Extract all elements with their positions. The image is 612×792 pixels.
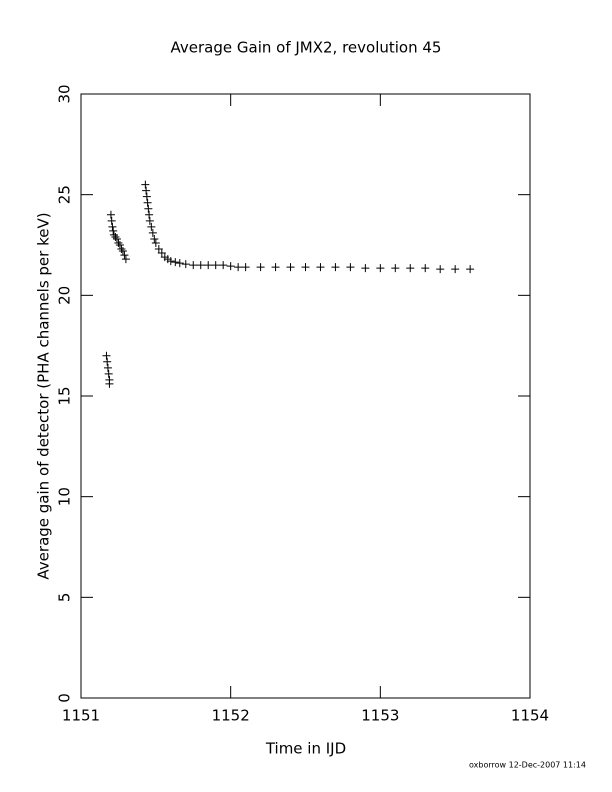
x-tick-label: 1154 xyxy=(511,707,549,725)
point xyxy=(145,216,154,225)
point xyxy=(104,369,113,378)
y-tick-label: 15 xyxy=(56,386,74,405)
footer: oxborrow 12-Dec-2007 11:14 xyxy=(469,761,586,770)
point xyxy=(331,263,340,272)
point xyxy=(406,264,415,273)
point xyxy=(316,263,325,272)
point xyxy=(157,249,166,258)
point xyxy=(241,263,250,272)
point xyxy=(436,265,445,274)
point xyxy=(189,261,198,270)
point xyxy=(112,234,121,243)
point xyxy=(211,261,220,270)
point xyxy=(141,180,150,189)
point xyxy=(171,258,180,267)
point xyxy=(102,351,111,360)
point xyxy=(181,260,190,269)
point xyxy=(144,204,153,213)
point xyxy=(105,379,114,388)
point xyxy=(421,264,430,273)
point xyxy=(103,357,112,366)
point xyxy=(109,226,118,235)
point xyxy=(346,263,355,272)
point xyxy=(145,210,154,219)
point xyxy=(196,261,205,270)
point xyxy=(271,263,280,272)
point xyxy=(219,261,228,270)
point xyxy=(391,264,400,273)
point xyxy=(301,263,310,272)
point xyxy=(103,363,112,372)
x-tick-label: 1151 xyxy=(62,707,100,725)
point xyxy=(120,251,129,260)
point xyxy=(234,263,243,272)
point xyxy=(256,263,265,272)
x-tick-label: 1153 xyxy=(361,707,399,725)
point xyxy=(142,186,151,195)
point xyxy=(114,238,123,247)
point xyxy=(147,222,156,231)
point xyxy=(108,222,117,231)
point xyxy=(376,264,385,273)
point xyxy=(121,255,130,264)
point xyxy=(154,245,163,254)
point xyxy=(117,245,126,254)
y-tick-label: 10 xyxy=(56,487,74,506)
y-tick-label: 30 xyxy=(56,84,74,103)
point xyxy=(148,228,157,237)
y-tick-label: 20 xyxy=(56,286,74,305)
y-tick-label: 0 xyxy=(56,693,74,703)
point xyxy=(106,210,115,219)
x-axis-label: Time in IJD xyxy=(265,740,346,758)
point xyxy=(150,234,159,243)
point xyxy=(175,259,184,268)
point xyxy=(466,265,475,274)
y-tick-label: 5 xyxy=(56,593,74,603)
point xyxy=(142,192,151,201)
y-tick-label: 25 xyxy=(56,185,74,204)
point xyxy=(118,247,127,256)
point xyxy=(451,265,460,274)
point xyxy=(286,263,295,272)
point xyxy=(361,264,370,273)
point xyxy=(204,261,213,270)
chart-title: Average Gain of JMX2, revolution 45 xyxy=(171,39,442,57)
point xyxy=(115,241,124,249)
point xyxy=(151,238,160,247)
y-axis-label: Average gain of detector (PHA channels p… xyxy=(35,212,53,579)
point xyxy=(109,230,118,239)
point xyxy=(166,257,175,266)
point xyxy=(226,262,235,271)
point xyxy=(143,198,152,207)
point xyxy=(107,216,116,225)
x-tick-label: 1152 xyxy=(212,707,250,725)
point xyxy=(111,232,120,241)
